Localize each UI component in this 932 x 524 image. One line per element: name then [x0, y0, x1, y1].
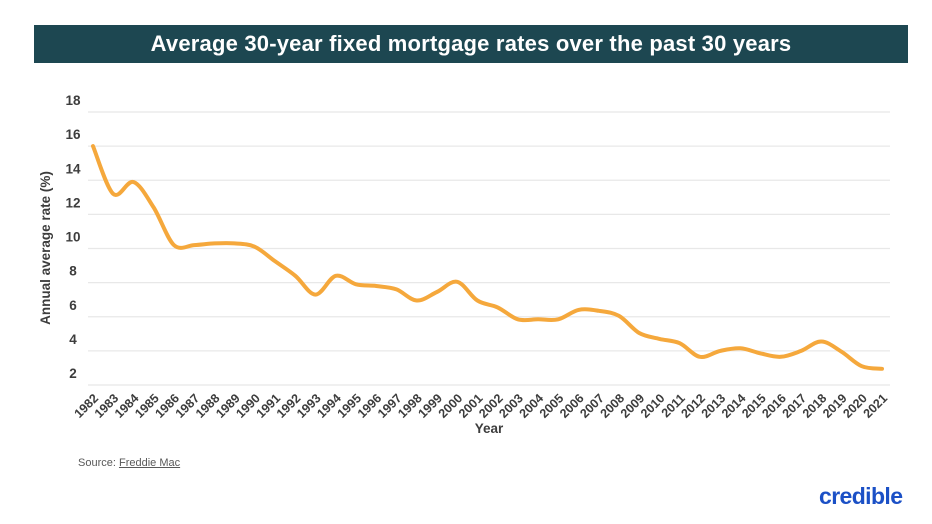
y-tick-label-4: 4 — [69, 332, 77, 347]
y-tick-label-12: 12 — [65, 195, 80, 210]
rate-line-series — [91, 144, 884, 371]
source-citation: Source: Freddie Mac — [78, 457, 180, 469]
gridlines-group — [88, 111, 890, 386]
y-tick-label-6: 6 — [69, 298, 77, 313]
chart-title-bar: Average 30-year fixed mortgage rates ove… — [34, 25, 908, 63]
source-freddie-mac-link[interactable]: Freddie Mac — [118, 457, 181, 469]
y-axis-tick-labels: 2 4 6 8 10 12 14 16 18 — [65, 93, 81, 381]
y-tick-label-18: 18 — [65, 93, 81, 108]
source-prefix-label: Source: — [78, 457, 119, 469]
y-tick-label-10: 10 — [65, 230, 80, 245]
credible-logo[interactable]: credible — [819, 483, 903, 509]
x-tick-label-2021: 2021 — [861, 391, 891, 421]
y-tick-label-8: 8 — [69, 264, 77, 279]
y-tick-label-14: 14 — [65, 161, 81, 176]
chart-title: Average 30-year fixed mortgage rates ove… — [150, 31, 792, 56]
x-axis-tick-labels: 1982198319841985198619871988198919901991… — [72, 391, 891, 421]
y-tick-label-16: 16 — [65, 127, 81, 142]
x-axis-title: Year — [475, 421, 504, 436]
y-axis-title: Annual average rate (%) — [38, 171, 53, 325]
y-tick-label-2: 2 — [69, 366, 77, 381]
data-series-group — [91, 144, 884, 371]
